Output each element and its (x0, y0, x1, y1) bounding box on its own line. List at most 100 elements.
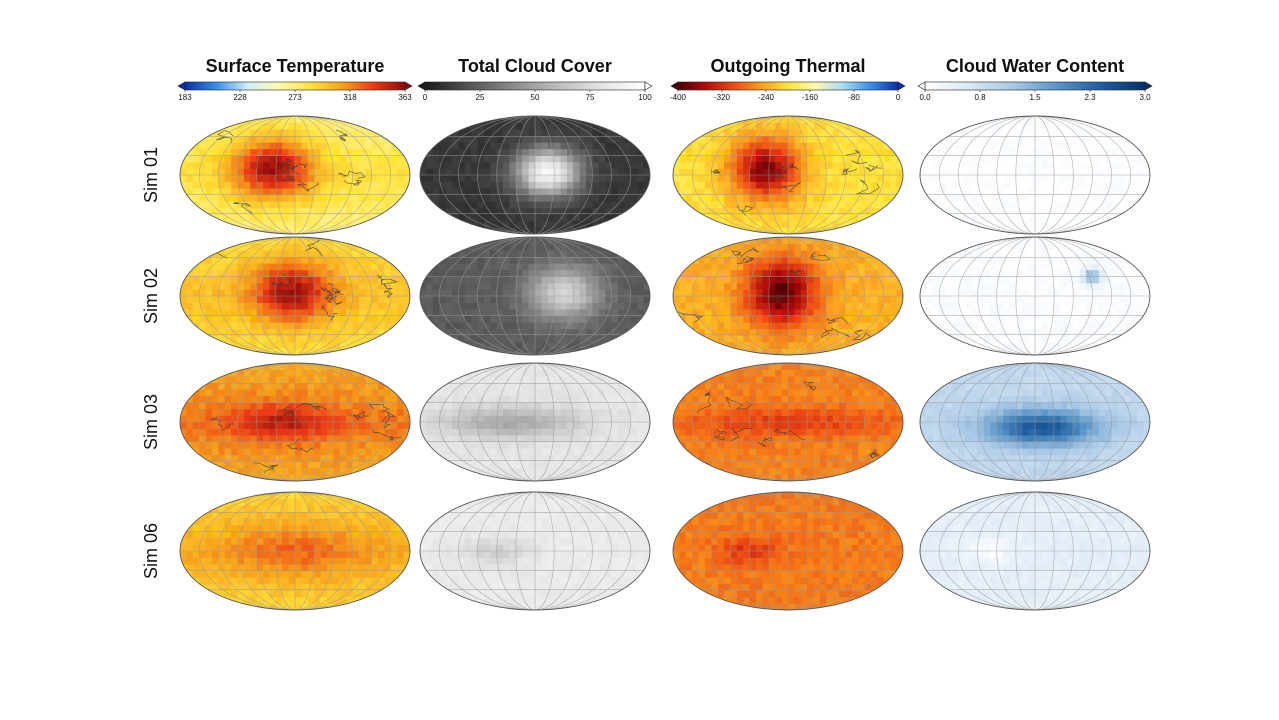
field-cell (730, 302, 738, 310)
field-cell (397, 142, 405, 150)
field-cell (717, 256, 725, 264)
field-cell (211, 237, 219, 244)
field-cell (711, 194, 719, 202)
field-cell (490, 181, 498, 189)
field-cell (1066, 129, 1074, 137)
field-cell (566, 122, 574, 130)
field-cell (509, 335, 517, 343)
field-cell (275, 256, 283, 264)
field-cell (471, 155, 478, 163)
field-cell (586, 168, 593, 176)
field-cell (685, 188, 693, 196)
field-cell (199, 168, 206, 176)
field-cell (1130, 116, 1138, 123)
field-cell (509, 322, 517, 330)
field-cell (503, 201, 510, 209)
field-cell (1003, 168, 1010, 176)
field-cell (832, 335, 840, 343)
field-cell (643, 142, 650, 150)
map-outline (179, 236, 411, 356)
field-cell (243, 289, 251, 297)
field-cell (730, 148, 738, 156)
field-cell (218, 250, 226, 258)
field-cell (730, 207, 738, 215)
field-cell (1130, 155, 1138, 163)
field-cell (295, 328, 302, 336)
field-cell (794, 256, 802, 264)
field-cell (1028, 122, 1036, 130)
field-cell (890, 220, 898, 228)
field-cell (483, 243, 491, 251)
field-cell (630, 175, 638, 182)
field-cell (237, 341, 245, 349)
field-cell (926, 269, 934, 277)
field-cell (237, 155, 245, 163)
field-cell (346, 188, 353, 196)
field-cell (522, 122, 530, 130)
field-cell (717, 309, 725, 317)
field-cell (768, 328, 776, 336)
field-cell (768, 181, 776, 189)
field-cell (926, 201, 934, 209)
field-cell (1137, 116, 1145, 123)
field-cell (256, 322, 264, 330)
field-cell (864, 289, 872, 297)
field-cell (199, 250, 206, 258)
field-cell (813, 201, 821, 209)
field-cell (945, 341, 953, 349)
field-cell (314, 181, 321, 189)
field-cell (858, 148, 866, 156)
field-cell (685, 296, 693, 303)
field-cell (1041, 207, 1049, 215)
field-cell (528, 256, 536, 264)
field-cell (1130, 227, 1138, 234)
field-cell (756, 322, 763, 330)
field-cell (800, 269, 808, 277)
field-cell (1124, 155, 1132, 163)
field-cell (471, 148, 478, 156)
field-cell (211, 302, 219, 310)
field-cell (890, 341, 898, 349)
field-cell (920, 315, 927, 323)
field-cell (945, 181, 953, 189)
field-cell (630, 276, 638, 284)
field-cell (295, 194, 302, 202)
field-cell (871, 256, 878, 264)
field-cell (346, 135, 353, 143)
colorbar: 0 25 50 75 100 (417, 81, 653, 102)
field-cell (794, 348, 802, 355)
field-cell (390, 194, 398, 202)
field-cell (711, 348, 719, 355)
field-cell (496, 214, 504, 222)
field-cell (496, 142, 504, 150)
field-cell (554, 302, 561, 310)
field-cell (685, 282, 693, 290)
field-cell (522, 309, 530, 317)
field-cell (775, 181, 783, 189)
field-cell (365, 328, 373, 336)
field-cell (1047, 122, 1055, 130)
field-cell (1003, 116, 1010, 123)
field-cell (788, 237, 795, 244)
field-cell (471, 181, 478, 189)
field-cell (1124, 116, 1132, 123)
field-cell (509, 263, 517, 271)
field-cell (724, 237, 731, 244)
field-cell (243, 315, 251, 323)
field-cell (503, 142, 510, 150)
field-cell (1086, 168, 1093, 176)
field-cell (1047, 142, 1055, 150)
field-cell (845, 220, 853, 228)
field-cell (483, 129, 491, 137)
field-cell (199, 322, 206, 330)
field-cell (180, 142, 187, 150)
field-cell (307, 341, 315, 349)
field-cell (1092, 142, 1100, 150)
field-cell (920, 207, 927, 215)
field-cell (490, 243, 498, 251)
field-cell (458, 269, 466, 277)
field-cell (781, 122, 789, 130)
field-cell (339, 155, 347, 163)
field-cell (515, 289, 523, 297)
